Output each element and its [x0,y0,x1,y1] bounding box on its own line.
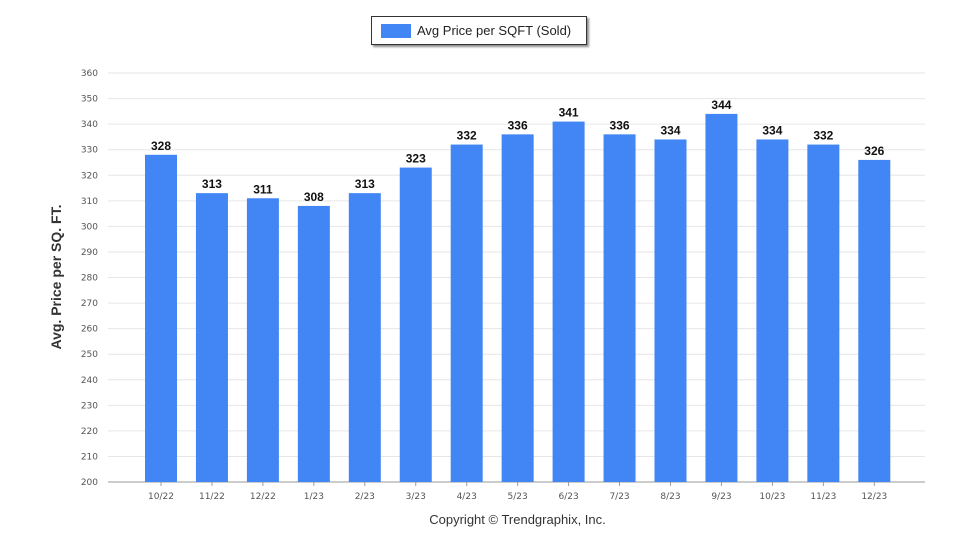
y-tick-label: 280 [81,274,98,284]
x-tick-label: 12/22 [250,492,276,502]
bar-5-23[interactable] [501,134,534,482]
y-tick-label: 340 [81,120,98,130]
bar-1-23[interactable] [297,205,330,483]
legend-label: Avg Price per SQFT (Sold) [417,23,572,38]
y-tick-label: 330 [81,146,98,156]
bar-6-23[interactable] [552,121,585,482]
legend[interactable]: Avg Price per SQFT (Sold) [371,16,587,45]
data-label: 334 [660,123,680,137]
x-tick-label: 1/23 [304,492,324,502]
data-label: 311 [253,182,273,196]
y-tick-label: 220 [81,427,98,437]
y-tick-label: 300 [81,222,98,232]
legend-swatch [381,23,411,38]
copyright-text: Copyright © Trendgraphix, Inc. [429,512,606,527]
data-label: 336 [610,118,630,132]
bar-11-23[interactable] [807,144,840,482]
data-label: 308 [304,190,324,204]
y-tick-label: 290 [81,248,98,258]
x-tick-label: 7/23 [609,492,629,502]
data-label: 328 [151,139,171,153]
x-tick-label: 10/22 [148,492,174,502]
y-tick-label: 350 [81,95,98,105]
bar-2-23[interactable] [348,193,381,483]
data-label: 336 [508,118,528,132]
x-tick-label: 5/23 [508,492,528,502]
x-tick-label: 12/23 [861,492,887,502]
x-tick-label: 11/22 [199,492,225,502]
x-tick-label: 6/23 [558,492,578,502]
y-tick-label: 200 [81,478,98,488]
data-label: 326 [864,144,884,158]
y-tick-label: 320 [81,171,98,181]
bar-11-22[interactable] [195,193,228,483]
y-tick-label: 250 [81,350,98,360]
x-tick-label: 8/23 [660,492,680,502]
x-tick-label: 11/23 [810,492,836,502]
bar-12-22[interactable] [246,198,279,482]
y-tick-label: 360 [81,69,98,79]
data-label: 313 [202,177,222,191]
bar-10-22[interactable] [145,154,177,483]
y-tick-label: 240 [81,376,98,386]
data-label: 313 [355,177,375,191]
y-tick-label: 230 [81,401,98,411]
bar-3-23[interactable] [399,167,432,483]
y-tick-label: 270 [81,299,98,309]
data-labels: 328 313 311 308 313 323 332 336 341 336 334 344 334 3… [151,98,885,204]
bar-8-23[interactable] [654,139,687,482]
x-tick-label: 2/23 [355,492,375,502]
data-label: 332 [813,129,833,143]
data-label: 344 [711,98,731,112]
bar-10-23[interactable] [756,139,789,482]
x-tick-label: 10/23 [759,492,785,502]
data-label: 323 [406,152,426,166]
data-label: 341 [559,106,579,120]
y-tick-label: 260 [81,325,98,335]
y-axis-title: Avg. Price per SQ. FT. [48,204,64,350]
data-label: 332 [457,129,477,143]
bar-12-23[interactable] [858,159,891,482]
data-label: 334 [762,123,782,137]
bars [145,113,891,483]
x-tick-label: 9/23 [711,492,731,502]
bar-7-23[interactable] [603,134,636,482]
x-tick-label: 3/23 [406,492,426,502]
y-tick-label: 310 [81,197,98,207]
bar-4-23[interactable] [450,144,483,482]
y-tick-label: 210 [81,452,98,462]
x-tick-label: 4/23 [457,492,477,502]
bar-9-23[interactable] [705,113,738,483]
